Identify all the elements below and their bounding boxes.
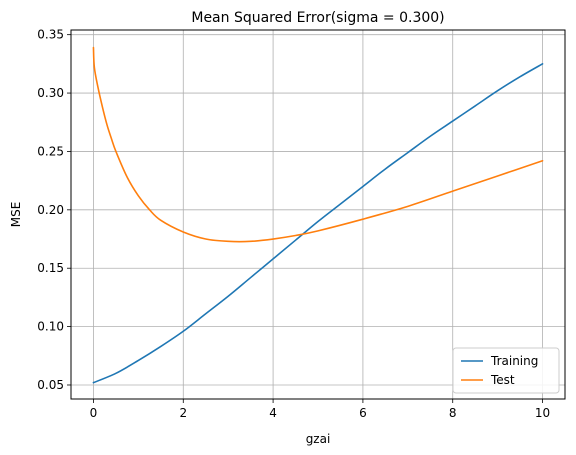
x-axis-ticks: 0 2 4 6 8 10	[90, 399, 550, 420]
y-tick-label: 0.35	[37, 28, 64, 42]
series-layer	[92, 46, 544, 384]
y-tick-label: 0.15	[37, 261, 64, 275]
x-tick-label: 6	[359, 406, 367, 420]
y-tick-label: 0.10	[37, 320, 64, 334]
series-line-training	[92, 63, 544, 384]
x-tick-label: 10	[535, 406, 550, 420]
y-axis-label: MSE	[9, 202, 23, 228]
legend-label-test: Test	[490, 373, 515, 387]
x-tick-label: 4	[269, 406, 277, 420]
gridlines	[71, 30, 565, 399]
x-tick-label: 0	[90, 406, 98, 420]
y-tick-label: 0.05	[37, 378, 64, 392]
legend-label-training: Training	[490, 354, 538, 368]
legend: Training Test	[452, 347, 560, 394]
x-tick-label: 2	[179, 406, 187, 420]
plot-area-frame	[70, 29, 566, 400]
series-line-test	[92, 46, 544, 243]
x-axis-label: gzai	[306, 432, 331, 446]
chart-title: Mean Squared Error(sigma = 0.300)	[191, 10, 444, 26]
y-axis-ticks: 0.05 0.10 0.15 0.20 0.25 0.30 0.35	[37, 28, 71, 392]
y-tick-label: 0.20	[37, 203, 64, 217]
x-tick-label: 8	[449, 406, 457, 420]
y-tick-label: 0.25	[37, 144, 64, 158]
y-tick-label: 0.30	[37, 86, 64, 100]
legend-box	[452, 347, 560, 394]
